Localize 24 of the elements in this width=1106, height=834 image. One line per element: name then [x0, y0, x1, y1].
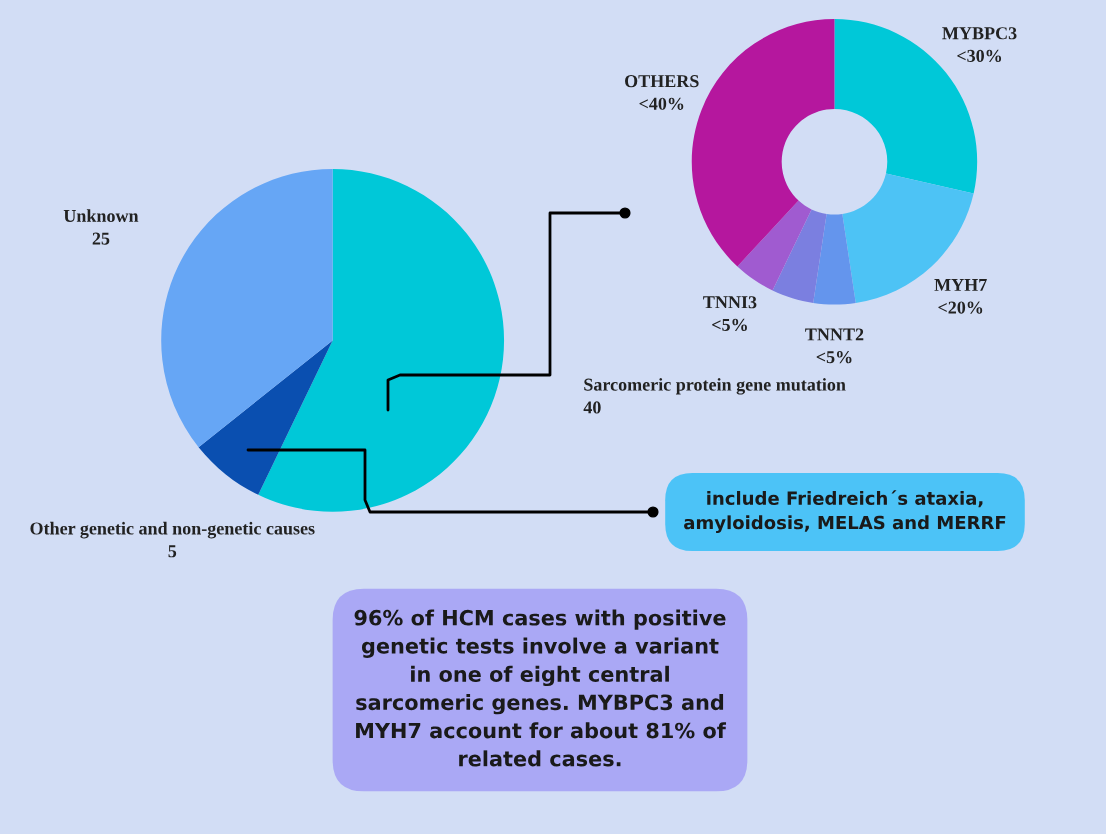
slice-label: Unknown: [63, 209, 139, 223]
text: 96% of HCM cases with positive genetic tests involve a variant in one of eight central sarcomeric genes. MYBPC3 and MYH7 account for about 81% of related cases.: [354, 609, 727, 767]
pie-slice: [198, 340, 333, 495]
data-label: <5%: [816, 350, 852, 364]
slice-label: Other genetic and non-genetic causes: [30, 521, 315, 539]
data-label: <30%: [957, 49, 1002, 63]
pie-slice: [258, 168, 505, 512]
slice-label: MYBPC3: [942, 27, 1017, 40]
donut-slice: [772, 209, 827, 303]
slice-label: OTHERS: [625, 75, 699, 88]
donut-slice: [813, 214, 856, 305]
text: include Friedreich´s ataxia, amyloidosis, MELAS and MERRF: [684, 490, 1006, 533]
slice-label: Sarcomeric protein gene mutation: [584, 378, 846, 395]
slice-label: MYH7: [934, 279, 987, 291]
data-label: 25: [92, 232, 110, 245]
donut-slice: [737, 200, 812, 291]
slice-label: TNNT2: [805, 328, 864, 341]
pie-slice: [161, 168, 333, 448]
slice-label: TNNI3: [703, 296, 757, 309]
data-label: <20%: [938, 301, 983, 314]
data-label: <40%: [639, 97, 684, 110]
data-label: 5: [168, 545, 177, 558]
data-label: <5%: [712, 318, 747, 331]
data-label: 40: [583, 401, 601, 414]
